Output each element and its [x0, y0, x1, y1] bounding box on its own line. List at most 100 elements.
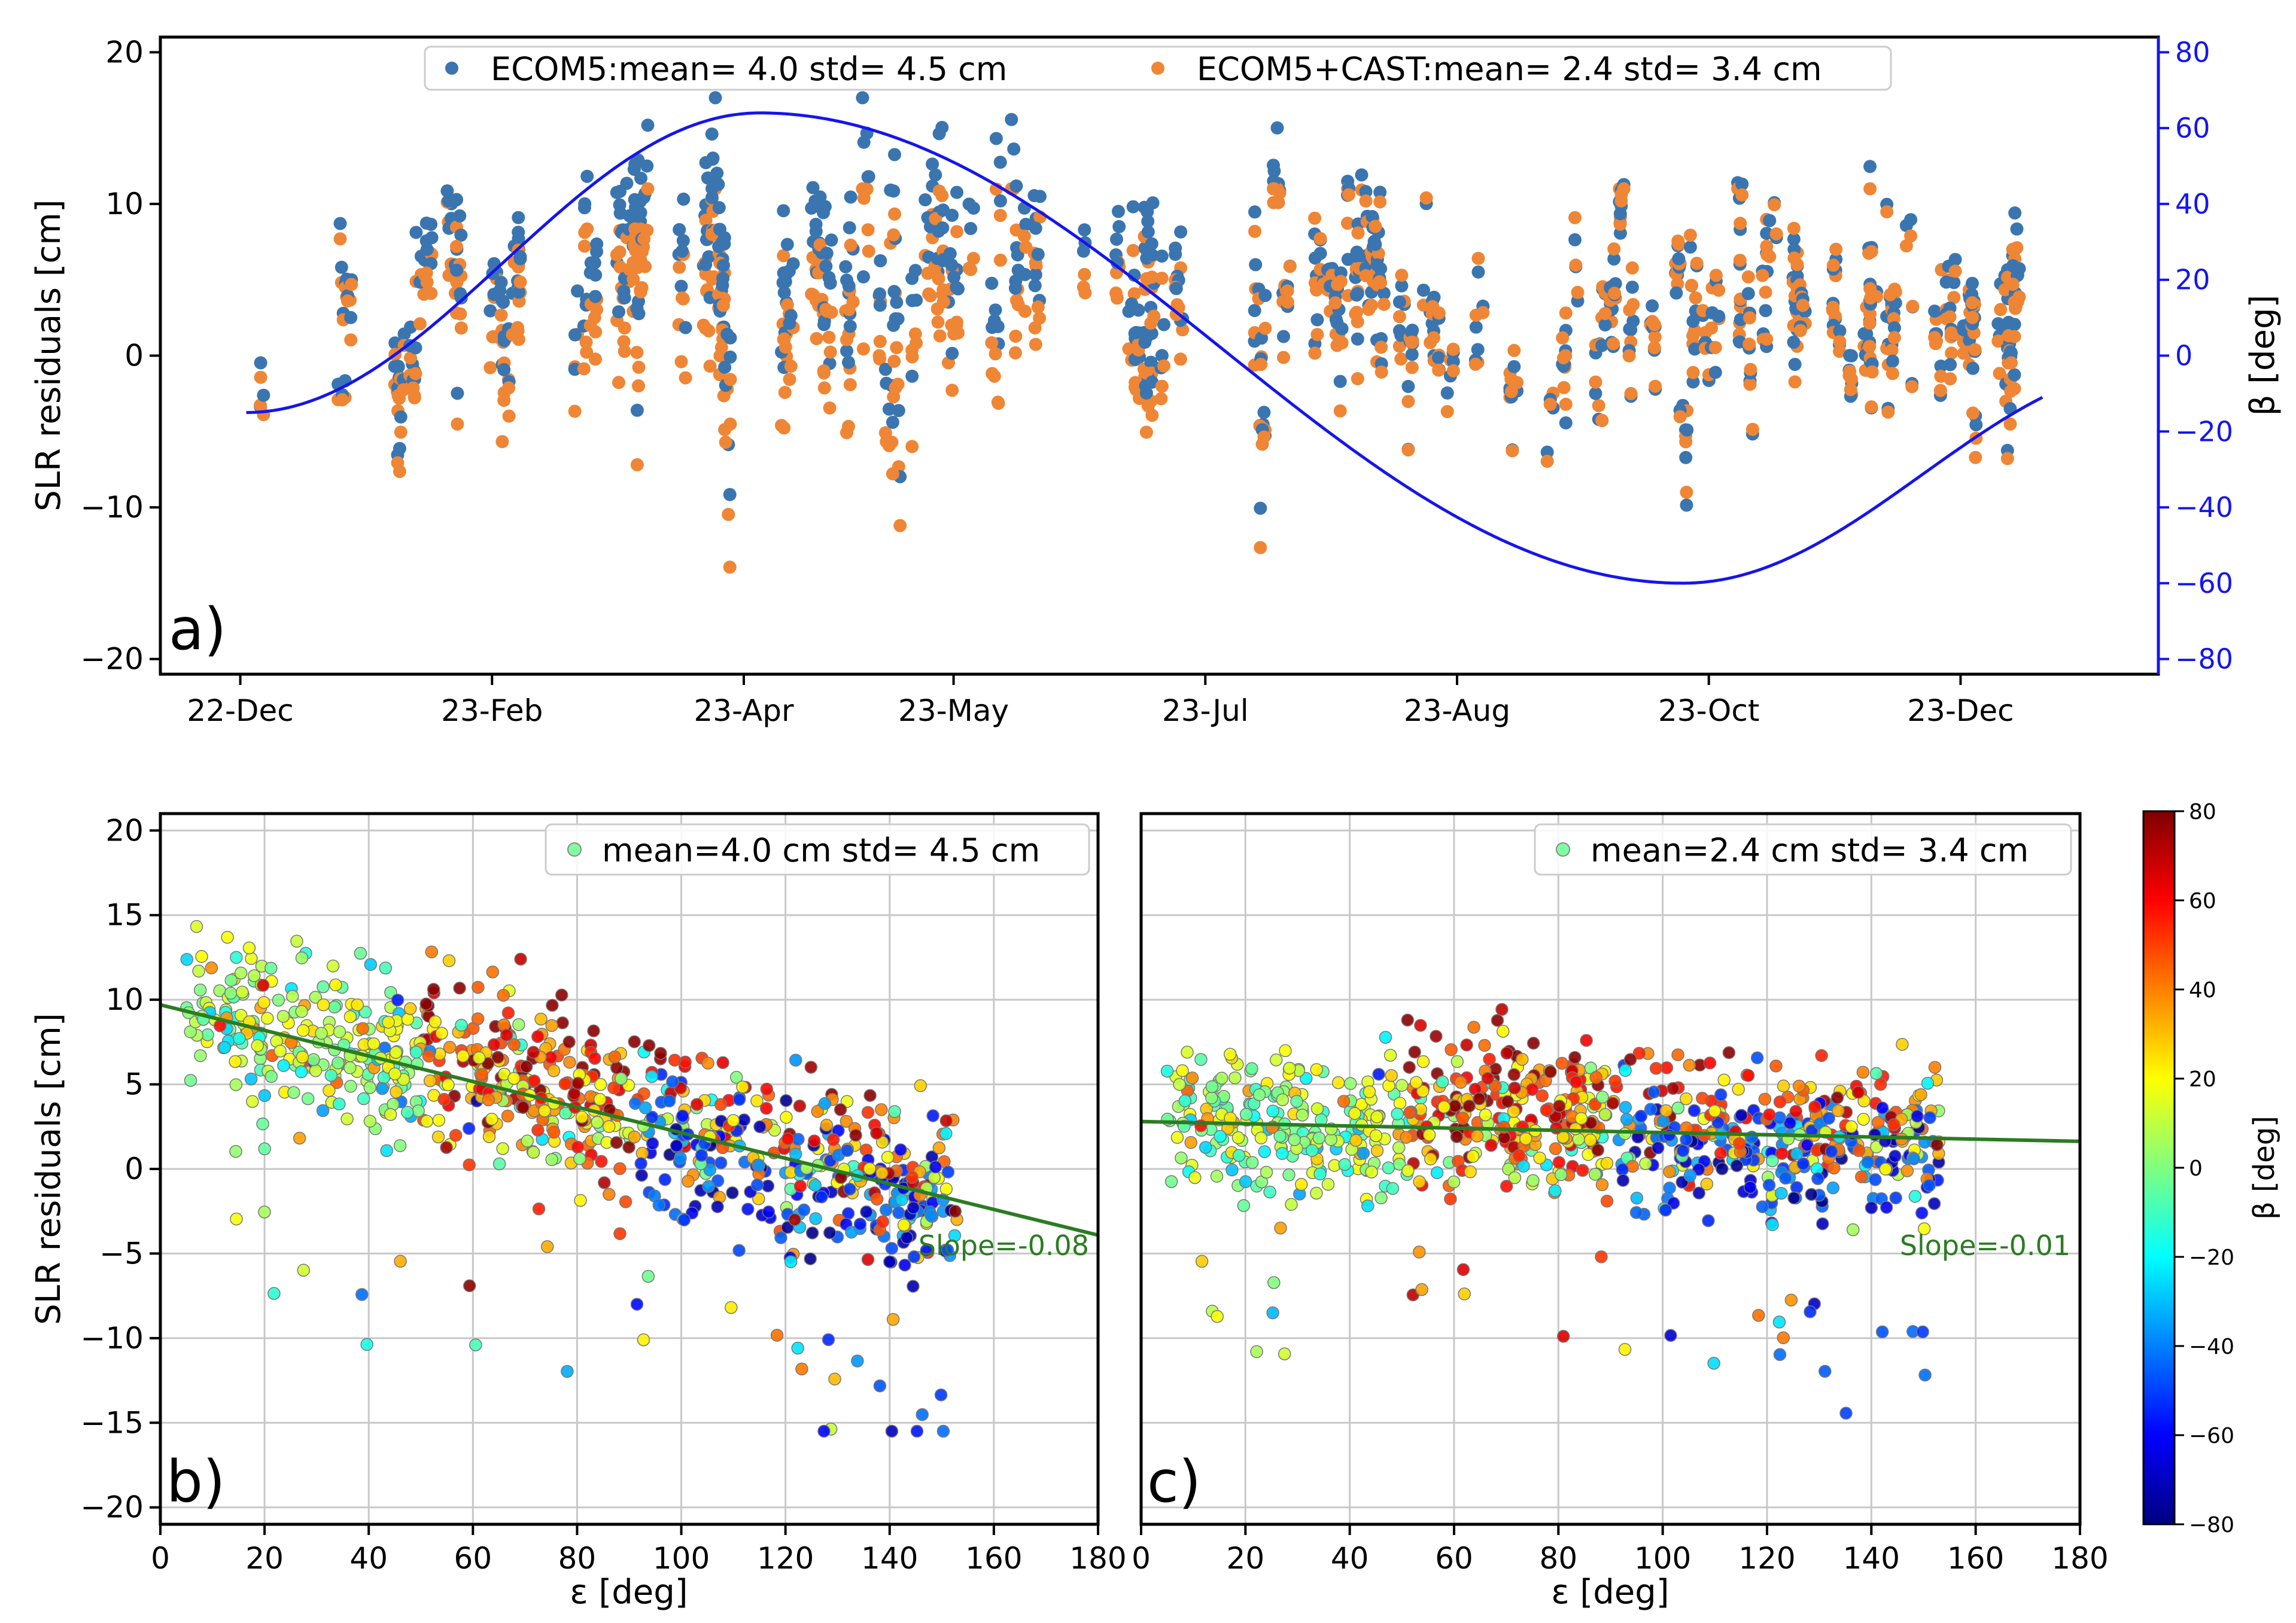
c-point [1260, 1165, 1273, 1179]
c-point [1239, 1175, 1252, 1189]
b-slope-label: Slope=-0.08 [919, 1229, 1089, 1262]
c-point [1616, 1174, 1630, 1187]
a-point-ecom5 [908, 264, 922, 278]
b-point [591, 1116, 604, 1129]
b-point [482, 1093, 495, 1107]
a-point-ecom5 [1126, 200, 1140, 214]
a-point-ecom5 [1446, 355, 1460, 369]
a-point-ecom5-cast [676, 291, 689, 305]
b-point [840, 1115, 853, 1128]
a-point-ecom5 [873, 287, 887, 301]
b-point [431, 1130, 445, 1144]
a-point-ecom5 [254, 356, 267, 370]
a-point-ecom5-cast [842, 303, 856, 316]
b-point [364, 958, 378, 971]
a-point-ecom5-cast [1864, 291, 1877, 305]
b-point [613, 1162, 627, 1176]
a-point-ecom5-cast [1759, 285, 1772, 299]
a-point-ecom5-cast [1944, 326, 1958, 340]
a-point-ecom5-cast [449, 240, 463, 253]
b-point [323, 1084, 336, 1097]
c-point [1403, 1106, 1416, 1119]
b-point [760, 1082, 774, 1096]
b-ytick-label: −20 [80, 1490, 144, 1525]
c-point [1716, 1162, 1729, 1176]
a-point-ecom5-cast [1139, 425, 1153, 439]
a-ytick-label: 20 [105, 35, 144, 69]
a-point-ecom5-cast [1742, 337, 1756, 351]
c-point [1337, 1095, 1351, 1108]
a-point-ecom5-cast [1173, 352, 1187, 366]
a-point-ecom5 [334, 260, 348, 274]
c-point [1348, 1107, 1361, 1120]
b-point [925, 1209, 938, 1222]
a-point-ecom5-cast [1313, 232, 1327, 245]
a-point-ecom5 [1904, 213, 1918, 227]
a-point-ecom5 [1078, 223, 1091, 237]
a-point-ecom5-cast [1686, 328, 1700, 342]
b-point [880, 1203, 893, 1217]
a-point-ecom5-cast [1945, 346, 1959, 360]
c-point [1519, 1132, 1532, 1146]
a-point-ecom5 [1735, 177, 1749, 191]
c-xtick-label: 60 [1435, 1541, 1473, 1576]
b-point [437, 1092, 451, 1106]
c-plot-frame [1139, 812, 2082, 1526]
c-point [1553, 1100, 1566, 1113]
c-point [1619, 1064, 1632, 1077]
a-point-ecom5-cast [962, 261, 976, 275]
b-point [571, 1077, 585, 1090]
a-point-ecom5-cast [1571, 285, 1585, 299]
c-point [1458, 1287, 1471, 1301]
c-xtick-label: 80 [1540, 1541, 1578, 1576]
b-point [779, 1094, 793, 1107]
b-point [818, 1097, 832, 1110]
a-point-ecom5-cast [450, 306, 463, 320]
b-point [841, 1144, 854, 1157]
c-point [1928, 1061, 1942, 1074]
a-point-ecom5-cast [1649, 379, 1662, 393]
b-point [287, 1086, 300, 1099]
c-point [1608, 1074, 1622, 1088]
b-point [469, 1338, 482, 1351]
a-point-ecom5-cast [703, 360, 717, 373]
b-point [873, 1379, 887, 1393]
c-point [1580, 1034, 1593, 1047]
b-point [475, 1068, 488, 1081]
b-point [603, 1187, 616, 1201]
a-point-ecom5 [1568, 233, 1582, 246]
a-point-ecom5-cast [679, 371, 692, 385]
a-point-ecom5-cast [1863, 182, 1877, 196]
a-point-ecom5 [888, 148, 901, 162]
c-point [1804, 1305, 1817, 1319]
b-point [593, 1093, 607, 1106]
a-point-ecom5-cast [1966, 310, 1979, 324]
a-point-ecom5-cast [822, 330, 836, 344]
b-point [910, 1424, 924, 1438]
b-point [221, 931, 234, 944]
a-point-ecom5-cast [1768, 198, 1781, 212]
c-point [1855, 1170, 1868, 1183]
a-point-ecom5 [823, 276, 837, 290]
c-point [1413, 1246, 1426, 1259]
a-point-ecom5-cast [1147, 309, 1161, 323]
a-point-ecom5-cast [1745, 422, 1759, 436]
b-point [245, 952, 258, 965]
a-point-ecom5 [723, 350, 737, 364]
a-point-ecom5-cast [1708, 340, 1722, 354]
a-point-ecom5-cast [699, 214, 713, 227]
a-point-ecom5-cast [777, 249, 790, 263]
a-point-ecom5 [588, 256, 601, 270]
c-point [1549, 1142, 1562, 1155]
a-point-ecom5-cast [1833, 335, 1847, 349]
a-point-ecom5-cast [1790, 258, 1804, 272]
a-point-ecom5-cast [1328, 296, 1342, 310]
b-point [905, 1171, 919, 1184]
a-point-ecom5 [820, 246, 834, 260]
c-point [1908, 1190, 1922, 1203]
a-point-ecom5-cast [1743, 377, 1757, 391]
a-point-ecom5 [878, 363, 892, 376]
c-point [1752, 1309, 1765, 1322]
c-point [1789, 1104, 1802, 1118]
c-point [1481, 1071, 1495, 1085]
